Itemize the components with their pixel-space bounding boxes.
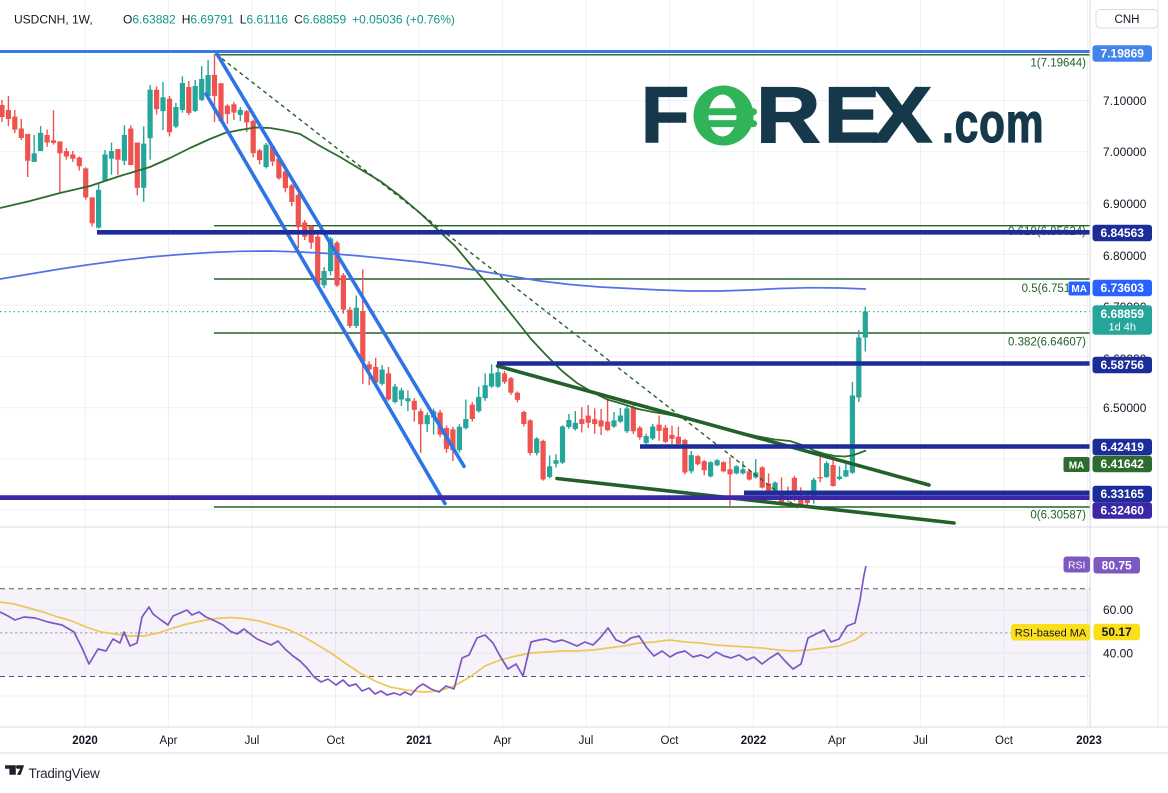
svg-text:R: R [756, 71, 820, 159]
svg-text:6.80000: 6.80000 [1103, 249, 1147, 263]
svg-text:MA: MA [1071, 284, 1087, 295]
svg-text:80.75: 80.75 [1102, 558, 1132, 572]
svg-text:TradingView: TradingView [29, 766, 101, 781]
svg-text:Oct: Oct [661, 735, 680, 747]
svg-text:6.50000: 6.50000 [1103, 401, 1147, 415]
svg-text:Apr: Apr [160, 735, 178, 747]
svg-text:Apr: Apr [828, 735, 846, 747]
svg-text:X: X [872, 70, 932, 159]
svg-text:Jul: Jul [579, 735, 594, 747]
svg-text:6.33165: 6.33165 [1101, 487, 1145, 501]
svg-text:60.00: 60.00 [1103, 603, 1133, 617]
svg-text:F: F [641, 70, 689, 159]
svg-text:Apr: Apr [494, 735, 512, 747]
svg-text:MA: MA [1069, 461, 1085, 472]
svg-text:Jul: Jul [245, 735, 260, 747]
svg-text:6.84563: 6.84563 [1101, 226, 1145, 240]
svg-text:Oct: Oct [327, 735, 346, 747]
svg-text:7.10000: 7.10000 [1103, 94, 1147, 108]
svg-text:1(7.19644): 1(7.19644) [1030, 58, 1086, 70]
svg-text:O6.63882 H6.69791 L6.61116 C6.: O6.63882 H6.69791 L6.61116 C6.68859 +0.0… [123, 13, 455, 27]
svg-text:0(6.30587): 0(6.30587) [1030, 510, 1086, 522]
svg-text:Oct: Oct [995, 735, 1014, 747]
svg-text:USDCNH, 1W,: USDCNH, 1W, [14, 13, 93, 27]
svg-text:7.00000: 7.00000 [1103, 145, 1147, 159]
svg-text:CNH: CNH [1115, 14, 1140, 26]
svg-text:6.41642: 6.41642 [1101, 457, 1145, 471]
svg-text:2020: 2020 [72, 735, 98, 747]
svg-text:2022: 2022 [741, 735, 767, 747]
svg-text:6.42419: 6.42419 [1101, 440, 1145, 454]
svg-text:6.73603: 6.73603 [1101, 281, 1145, 295]
svg-text:6.32460: 6.32460 [1101, 504, 1145, 518]
svg-text:6.90000: 6.90000 [1103, 197, 1147, 211]
svg-text:2021: 2021 [406, 735, 432, 747]
svg-text:Jul: Jul [913, 735, 928, 747]
svg-text:0.382(6.64607): 0.382(6.64607) [1008, 337, 1086, 349]
svg-text:6.68859: 6.68859 [1101, 307, 1145, 321]
svg-text:E: E [824, 71, 880, 159]
svg-text:1d 4h: 1d 4h [1108, 322, 1136, 334]
svg-text:6.58756: 6.58756 [1101, 358, 1145, 372]
svg-text:2023: 2023 [1076, 735, 1102, 747]
svg-text:.com: .com [942, 91, 1044, 154]
svg-text:RSI: RSI [1068, 560, 1086, 572]
svg-text:40.00: 40.00 [1103, 647, 1133, 661]
svg-text:RSI-based MA: RSI-based MA [1015, 627, 1087, 639]
svg-text:50.17: 50.17 [1102, 625, 1132, 639]
svg-text:7.19869: 7.19869 [1101, 47, 1145, 61]
